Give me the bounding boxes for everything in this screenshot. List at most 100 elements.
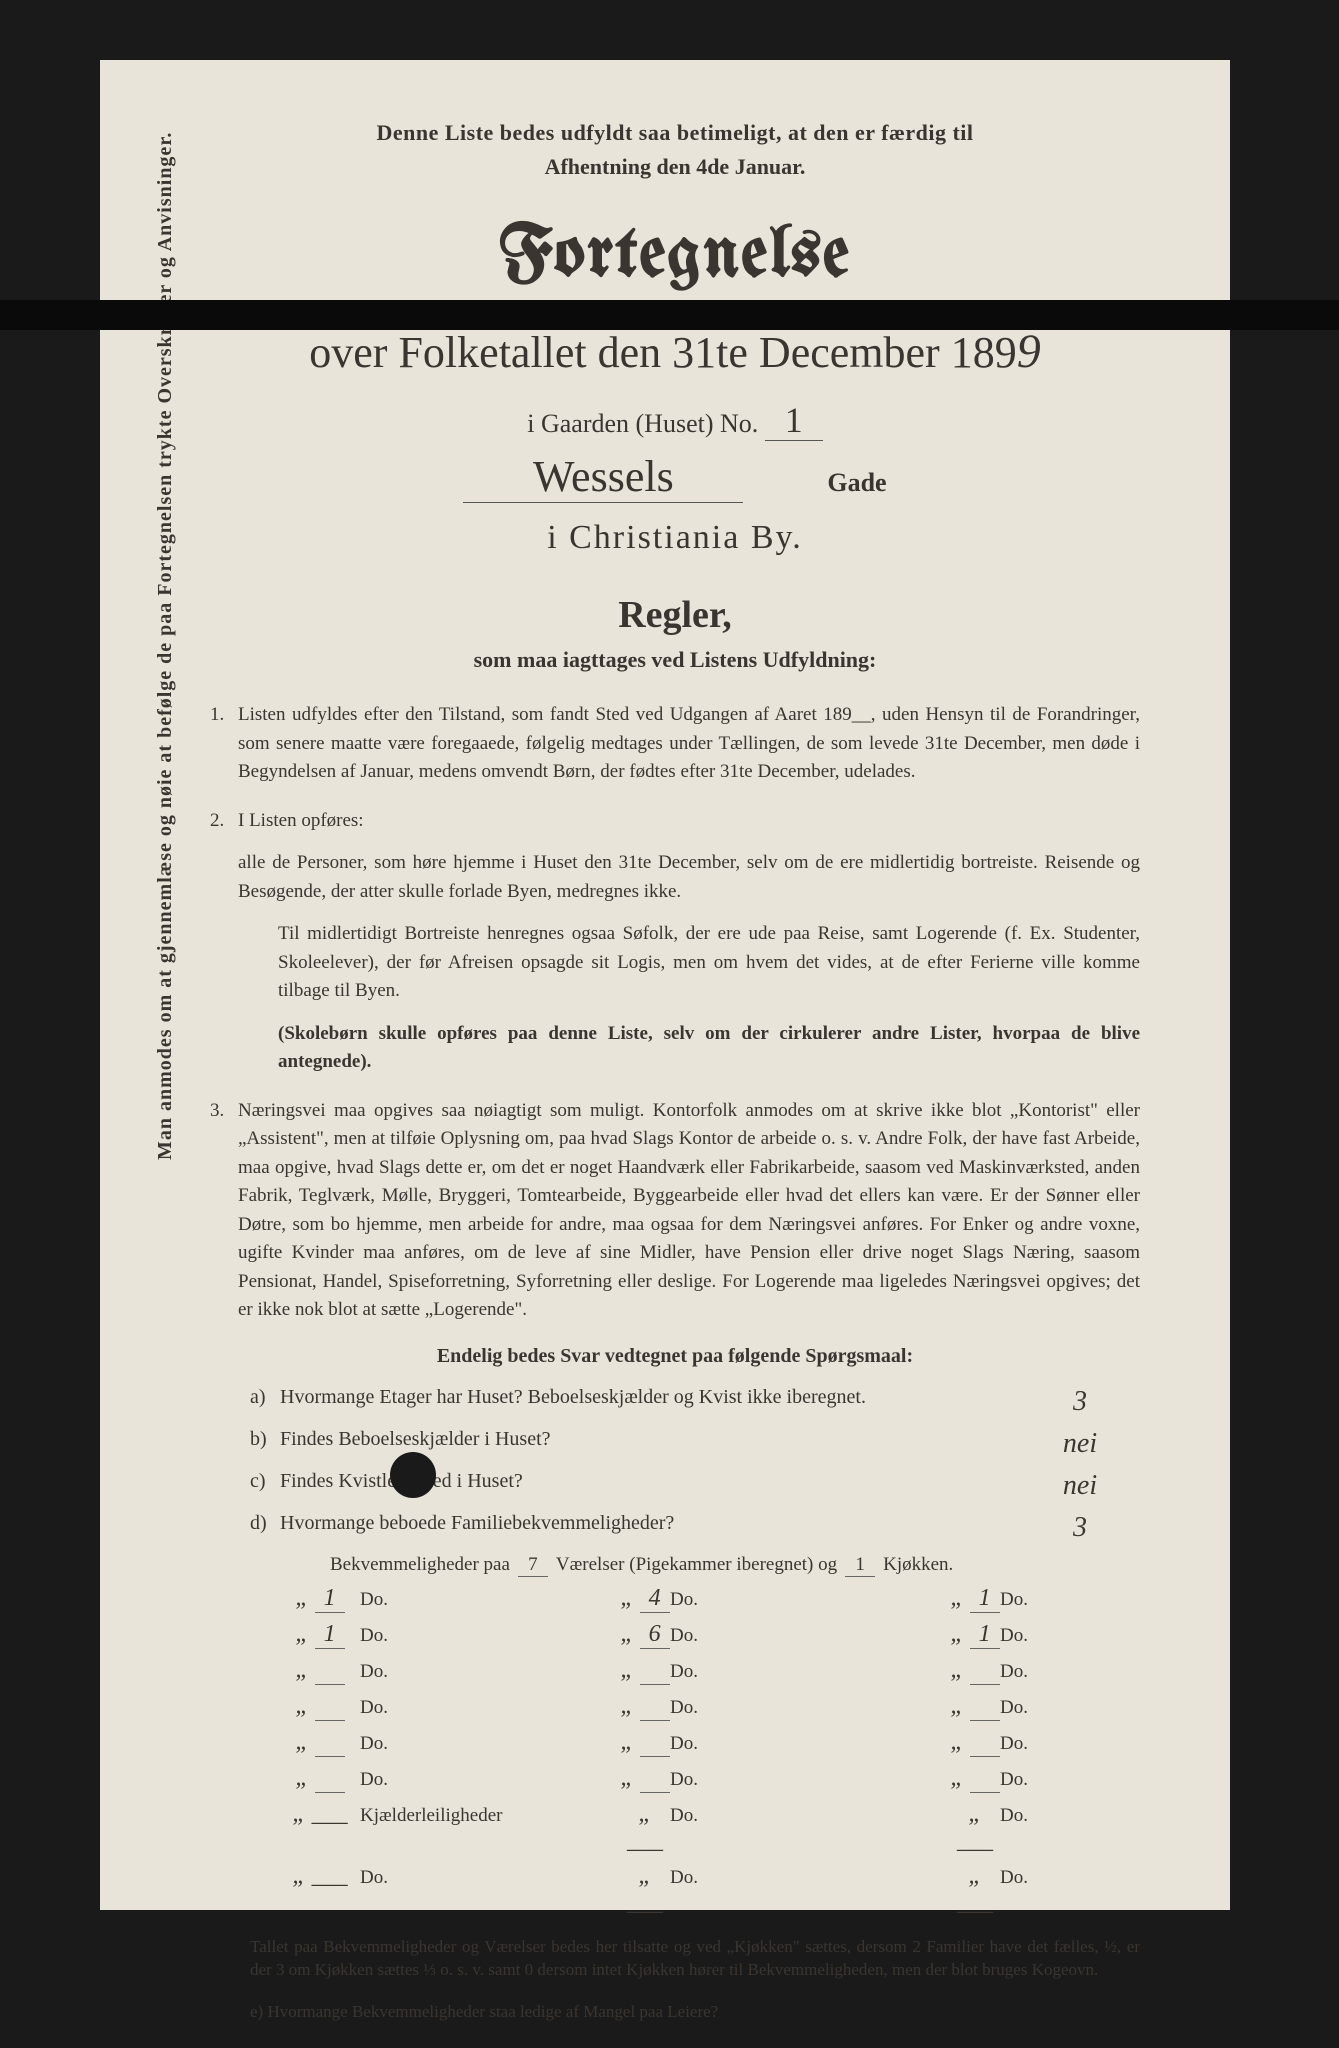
bekv-v: „ <box>620 1657 670 1685</box>
question-d: d) Hvormange beboede Familiebekvemmeligh… <box>210 1512 1140 1544</box>
question-label: c) <box>250 1470 280 1502</box>
sidebar-instruction: Man anmodes om at gjennemlæse og nøie at… <box>154 132 177 1160</box>
do-label: Do. <box>670 1867 950 1889</box>
gade-label: Gade <box>827 468 886 497</box>
rule-3: 3. Næringsvei maa opgives saa nøiagtigt … <box>210 1097 1140 1325</box>
bekv-row: „ Do.„ Do.„ Do. <box>210 1765 1140 1793</box>
scan-artifact-band <box>0 300 1339 330</box>
kjael-n: „ ___ <box>280 1801 360 1828</box>
bekv-v: „ 4 <box>620 1585 670 1613</box>
bekv-header-row: Bekvemmeligheder paa 7 Værelser (Pigekam… <box>210 1554 1140 1577</box>
kjael-label: Kjælderleiligheder <box>360 1805 620 1827</box>
do-label: Do. <box>670 1769 950 1791</box>
regler-subheading: som maa iagttages ved Listens Udfyldning… <box>210 647 1140 673</box>
bekv-n: „ <box>280 1693 360 1721</box>
subtitle: over Folketallet den 31te December 1899 <box>210 324 1140 379</box>
bekv-head-end: Kjøkken. <box>883 1554 953 1576</box>
kjael-k: „ ___ <box>950 1801 1000 1855</box>
do-label: Do. <box>1000 1697 1120 1719</box>
kjael-row: „ ___ Kjælderleiligheder „ ___ Do. „ ___… <box>210 1801 1140 1855</box>
bekv-head-v: 7 <box>518 1554 548 1577</box>
rule-2a: I Listen opføres: <box>238 807 1140 836</box>
bekv-k: „ <box>950 1729 1000 1757</box>
bekv-n: „ <box>280 1729 360 1757</box>
question-label: b) <box>250 1428 280 1460</box>
do-label: Do. <box>1000 1805 1120 1827</box>
rule-1-text: Listen udfyldes efter den Tilstand, som … <box>238 701 1140 787</box>
rule-2b: alle de Personer, som høre hjemme i Huse… <box>238 849 1140 906</box>
kjael-v: „ ___ <box>620 1801 670 1855</box>
do-label: Do. <box>670 1733 950 1755</box>
do-label: Do. <box>360 1625 620 1647</box>
bekv-row: „ 1Do.„ 4Do.„ 1Do. <box>210 1585 1140 1613</box>
do-label: Do. <box>1000 1589 1120 1611</box>
footnote-1: Tallet paa Bekvemmeligheder og Værelser … <box>210 1935 1140 1983</box>
do-label: Do. <box>1000 1625 1120 1647</box>
rule-2: 2. I Listen opføres: alle de Personer, s… <box>210 807 1140 1077</box>
ink-blot <box>390 1452 436 1498</box>
do-label: Do. <box>1000 1769 1120 1791</box>
question-label: a) <box>250 1386 280 1418</box>
do-label: Do. <box>670 1805 950 1827</box>
do-label: Do. <box>360 1733 620 1755</box>
question-answer: nei <box>1020 1470 1140 1502</box>
question-text: Hvormange beboede Familiebekvemmelighede… <box>280 1512 1020 1544</box>
do-label: Do. <box>360 1589 620 1611</box>
bekv-row: „ Do.„ Do.„ Do. <box>210 1657 1140 1685</box>
bekv-head-1: Bekvemmeligheder paa <box>330 1554 510 1576</box>
question-c: c) Findes Kvistleilighed i Huset? nei <box>210 1470 1140 1502</box>
gaarden-number: 1 <box>765 400 823 441</box>
do-label: Do. <box>1000 1733 1120 1755</box>
street-name: Wessels <box>463 451 743 503</box>
city-line: i Christiania By. <box>210 519 1140 557</box>
bekv-n: „ <box>280 1657 360 1685</box>
n: „ ___ <box>280 1863 360 1890</box>
bekv-row: „ Do.„ Do.„ Do. <box>210 1729 1140 1757</box>
bekv-n: „ 1 <box>280 1621 360 1649</box>
rule-number: 3. <box>210 1097 224 1126</box>
bekv-k: „ 1 <box>950 1585 1000 1613</box>
footnote-2: e) Hvormange Bekvemmeligheder staa ledig… <box>210 2000 1140 2024</box>
subtitle-text: over Folketallet den 31te December 189 <box>309 328 1016 377</box>
question-text: Findes Beboelseskjælder i Huset? <box>280 1428 1020 1460</box>
do-label: Do. <box>360 1769 620 1791</box>
gaarden-line: i Gaarden (Huset) No. 1 <box>210 399 1140 441</box>
k: „ ___ <box>950 1863 1000 1917</box>
do-label: Do. <box>1000 1661 1120 1683</box>
bekv-v: „ <box>620 1729 670 1757</box>
question-answer: 3 <box>1020 1386 1140 1418</box>
do-label: Do. <box>360 1697 620 1719</box>
bekv-row: „ Do.„ Do.„ Do. <box>210 1693 1140 1721</box>
bekv-head-k: 1 <box>845 1554 875 1577</box>
rule-number: 2. <box>210 807 224 836</box>
top-note-line1: Denne Liste bedes udfyldt saa betimeligt… <box>210 120 1140 146</box>
regler-heading: Regler, <box>210 593 1140 637</box>
rule-1: 1. Listen udfyldes efter den Tilstand, s… <box>210 701 1140 787</box>
bekv-k: „ 1 <box>950 1621 1000 1649</box>
rule-3-text: Næringsvei maa opgives saa nøiagtigt som… <box>238 1097 1140 1325</box>
questions-heading: Endelig bedes Svar vedtegnet paa følgend… <box>210 1345 1140 1368</box>
bekv-v: „ <box>620 1765 670 1793</box>
question-a: a) Hvormange Etager har Huset? Beboelses… <box>210 1386 1140 1418</box>
question-answer: 3 <box>1020 1512 1140 1544</box>
bekv-row-last: „ ___ Do. „ ___ Do. „ ___ Do. <box>210 1863 1140 1917</box>
rule-number: 1. <box>210 701 224 730</box>
bekv-v: „ 6 <box>620 1621 670 1649</box>
do-label: Do. <box>1000 1867 1120 1889</box>
bekv-k: „ <box>950 1693 1000 1721</box>
bekv-head-mid: Værelser (Pigekammer iberegnet) og <box>556 1554 837 1576</box>
bekv-table: „ 1Do.„ 4Do.„ 1Do.„ 1Do.„ 6Do.„ 1Do.„ Do… <box>210 1585 1140 1793</box>
do-label: Do. <box>670 1589 950 1611</box>
bekv-n: „ <box>280 1765 360 1793</box>
question-label: d) <box>250 1512 280 1544</box>
bekv-k: „ <box>950 1765 1000 1793</box>
rule-2c: Til midlertidigt Bortreiste henregnes og… <box>238 920 1140 1006</box>
bekv-n: „ 1 <box>280 1585 360 1613</box>
question-b: b) Findes Beboelseskjælder i Huset? nei <box>210 1428 1140 1460</box>
do-label: Do. <box>670 1661 950 1683</box>
do-label: Do. <box>670 1625 950 1647</box>
main-title: Fortegnelse <box>210 220 1140 294</box>
question-text: Hvormange Etager har Huset? Beboelseskjæ… <box>280 1386 1020 1418</box>
document-page: Man anmodes om at gjennemlæse og nøie at… <box>100 60 1230 1910</box>
do-label: Do. <box>360 1661 620 1683</box>
